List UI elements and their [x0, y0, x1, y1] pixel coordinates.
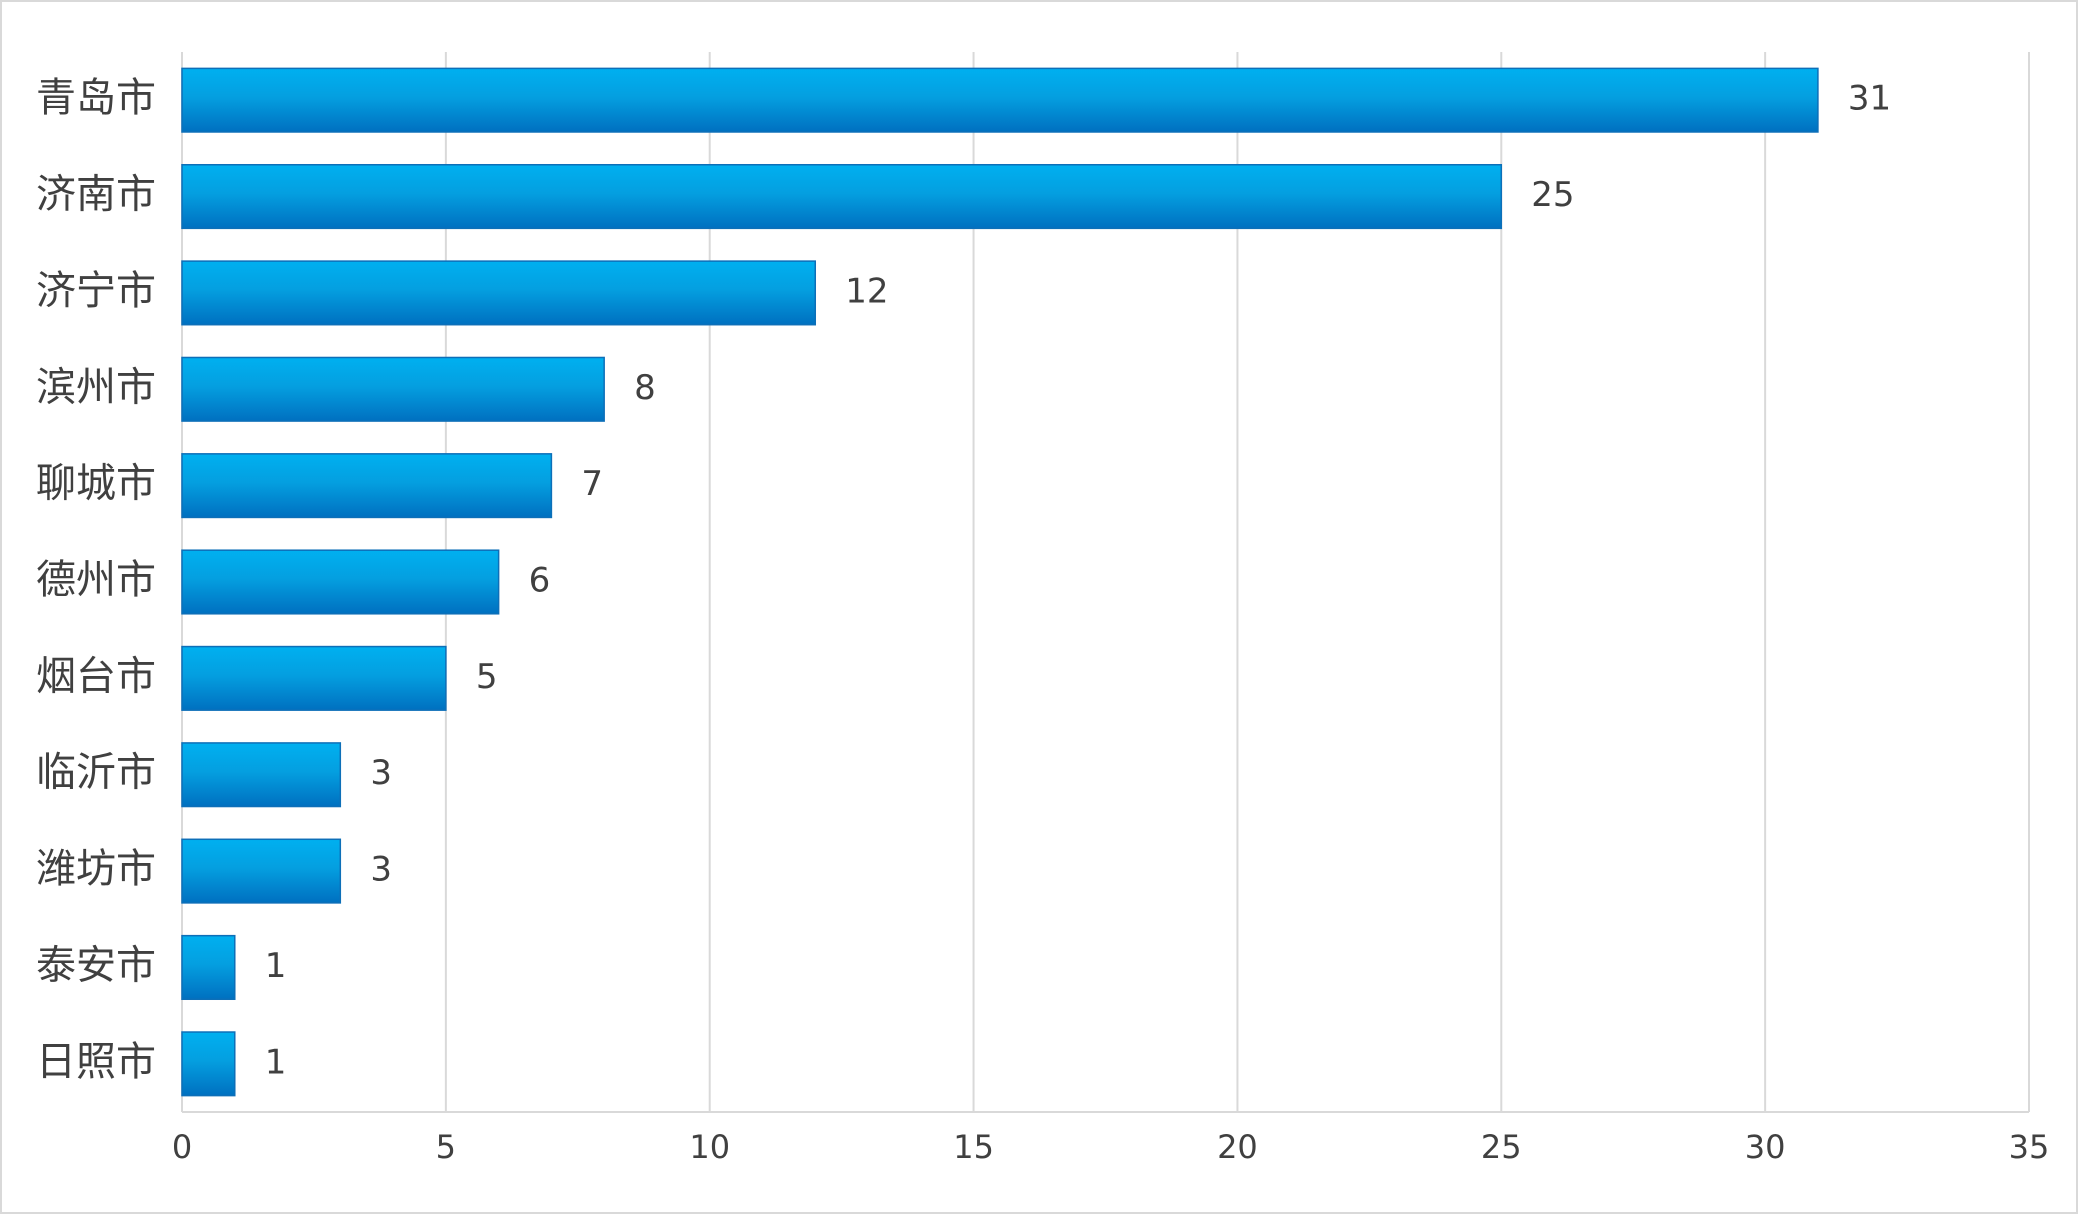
x-tick-label-35: 35	[2009, 1128, 2050, 1166]
bar-10	[181, 1031, 236, 1097]
bars	[181, 67, 1819, 1097]
x-tick-label-0: 0	[172, 1128, 192, 1166]
category-label-3: 滨州市	[36, 364, 156, 410]
bar-2	[181, 260, 817, 326]
value-label-1: 25	[1531, 175, 1574, 215]
value-label-5: 6	[529, 561, 551, 601]
bar-4	[181, 453, 553, 519]
category-label-5: 德州市	[36, 557, 156, 603]
category-label-0: 青岛市	[36, 75, 156, 121]
x-tick-label-15: 15	[953, 1128, 994, 1166]
category-label-8: 潍坊市	[36, 846, 156, 892]
category-label-7: 临沂市	[36, 750, 156, 796]
category-label-10: 日照市	[36, 1039, 156, 1085]
category-label-2: 济宁市	[36, 268, 156, 314]
bar-3	[181, 356, 605, 422]
value-label-2: 12	[845, 271, 888, 311]
category-label-9: 泰安市	[36, 942, 156, 988]
bar-0	[181, 67, 1819, 133]
labels: 青岛市 31 济南市 25 济宁市 12 滨州市 8 聊城市 7 德州市 6 烟台市 5 临沂市 3 潍坊市 3 泰…	[36, 75, 2049, 1166]
x-tick-label-25: 25	[1481, 1128, 1522, 1166]
value-label-4: 7	[581, 464, 603, 504]
value-label-10: 1	[265, 1042, 287, 1082]
bar-8	[181, 838, 342, 904]
x-tick-label-10: 10	[689, 1128, 730, 1166]
value-label-0: 31	[1848, 79, 1891, 119]
x-tick-label-30: 30	[1745, 1128, 1786, 1166]
value-label-7: 3	[370, 753, 392, 793]
category-label-1: 济南市	[36, 172, 156, 218]
bar-9	[181, 934, 236, 1001]
value-label-8: 3	[370, 850, 392, 890]
category-label-4: 聊城市	[36, 461, 156, 507]
x-tick-label-5: 5	[436, 1128, 456, 1166]
x-tick-label-20: 20	[1217, 1128, 1258, 1166]
value-label-3: 8	[634, 368, 656, 408]
category-label-6: 烟台市	[36, 653, 156, 699]
bar-6	[181, 645, 447, 711]
bar-5	[181, 549, 500, 615]
value-label-6: 5	[476, 657, 498, 697]
bar-1	[181, 163, 1503, 230]
bar-7	[181, 742, 342, 808]
value-label-9: 1	[265, 946, 287, 986]
